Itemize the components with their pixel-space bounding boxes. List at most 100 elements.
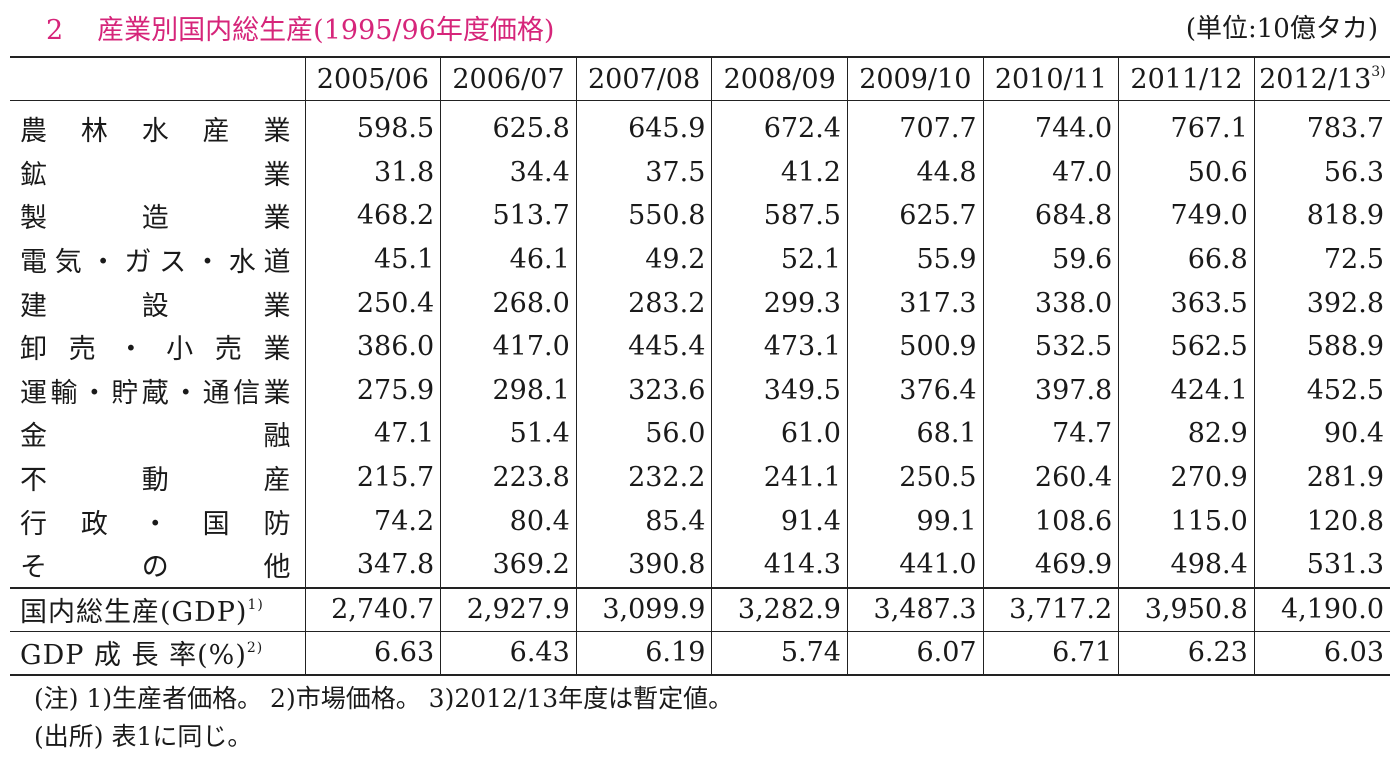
source-note: (出所) 表1に同じ。 bbox=[34, 722, 253, 751]
growth-cell: 6.23 bbox=[1118, 630, 1255, 676]
table-title: 2 産業別国内総生産(1995/96年度価格) bbox=[46, 8, 554, 47]
gdp-cell: 3,487.3 bbox=[846, 586, 984, 632]
gdp-cell: 4,190.0 bbox=[1253, 586, 1390, 632]
table-cell: 562.5 bbox=[1118, 324, 1255, 369]
table-cell: 49.2 bbox=[575, 237, 712, 282]
table-cell: 397.8 bbox=[982, 368, 1119, 413]
table-cell: 283.2 bbox=[575, 281, 712, 325]
table-cell: 241.1 bbox=[711, 455, 848, 500]
table-title-text: 産業別国内総生産(1995/96年度価格) bbox=[97, 15, 555, 46]
table-cell: 66.8 bbox=[1118, 237, 1255, 282]
table-cell: 59.6 bbox=[982, 237, 1119, 282]
table-cell: 56.0 bbox=[575, 412, 712, 456]
footnote: (注) 1)生産者価格。 2)市場価格。 3)2012/13年度は暫定値。 bbox=[34, 684, 734, 713]
table-cell: 44.8 bbox=[846, 150, 984, 195]
column-header: 2009/10 bbox=[846, 56, 984, 101]
table-cell: 369.2 bbox=[440, 542, 577, 588]
table-cell: 498.4 bbox=[1118, 542, 1255, 588]
table-cell: 232.2 bbox=[575, 455, 712, 500]
table-cell: 513.7 bbox=[440, 194, 577, 238]
row-label: その他 bbox=[20, 552, 293, 584]
table-cell: 588.9 bbox=[1253, 324, 1390, 369]
table-cell: 707.7 bbox=[846, 100, 984, 151]
table-cell: 115.0 bbox=[1118, 499, 1255, 543]
table-cell: 414.3 bbox=[711, 542, 848, 588]
table-row: 電気・ガス・水道 45.1 46.1 49.2 52.1 55.9 59.6 66.8 72.5 bbox=[10, 237, 1390, 282]
table-cell: 452.5 bbox=[1253, 368, 1390, 413]
table-cell: 473.1 bbox=[711, 324, 848, 369]
table-cell: 531.3 bbox=[1253, 542, 1390, 588]
table-cell: 783.7 bbox=[1253, 100, 1390, 151]
table-cell: 37.5 bbox=[575, 150, 712, 195]
table-cell: 74.7 bbox=[982, 412, 1119, 456]
header-row: 2005/06 2006/07 2007/08 2008/09 2009/10 … bbox=[10, 56, 1390, 101]
row-label: 鉱業 bbox=[20, 159, 293, 191]
header-corner bbox=[10, 56, 306, 101]
table-cell: 74.2 bbox=[304, 499, 441, 543]
table-cell: 818.9 bbox=[1253, 194, 1390, 238]
table-cell: 34.4 bbox=[440, 150, 577, 195]
table-cell: 299.3 bbox=[711, 281, 848, 325]
table-row: その他 347.8 369.2 390.8 414.3 441.0 469.9 498.4 53… bbox=[10, 542, 1390, 588]
table-cell: 270.9 bbox=[1118, 455, 1255, 500]
table-cell: 744.0 bbox=[982, 100, 1119, 151]
column-header: 2012/133) bbox=[1253, 56, 1390, 101]
growth-cell: 6.71 bbox=[982, 630, 1119, 676]
table-row: 運輸・貯蔵・通信業 275.9 298.1 323.6 349.5 376.4 397.8 4… bbox=[10, 368, 1390, 413]
table-cell: 749.0 bbox=[1118, 194, 1255, 238]
table-cell: 215.7 bbox=[304, 455, 441, 500]
table-cell: 349.5 bbox=[711, 368, 848, 413]
table-cell: 323.6 bbox=[575, 368, 712, 413]
table-cell: 587.5 bbox=[711, 194, 848, 238]
table-cell: 31.8 bbox=[304, 150, 441, 195]
table-cell: 500.9 bbox=[846, 324, 984, 369]
table-cell: 108.6 bbox=[982, 499, 1119, 543]
table-cell: 275.9 bbox=[304, 368, 441, 413]
table-row: 金融 47.1 51.4 56.0 61.0 68.1 74.7 82.9 90.4 bbox=[10, 412, 1390, 456]
table-row: 行政・国防 74.2 80.4 85.4 91.4 99.1 108.6 115.0 120.8 bbox=[10, 499, 1390, 543]
growth-cell: 5.74 bbox=[711, 630, 848, 676]
table-cell: 376.4 bbox=[846, 368, 984, 413]
table-cell: 672.4 bbox=[711, 100, 848, 151]
row-label: 不動産 bbox=[20, 465, 293, 497]
table-cell: 80.4 bbox=[440, 499, 577, 543]
gdp-row-label: 国内総生産(GDP)1) bbox=[10, 586, 306, 632]
column-header: 2007/08 bbox=[575, 56, 712, 101]
table-number: 2 bbox=[46, 15, 64, 46]
gdp-cell: 3,717.2 bbox=[982, 586, 1119, 632]
table-row: 不動産 215.7 223.8 232.2 241.1 250.5 260.4 270.9 28… bbox=[10, 455, 1390, 500]
column-header: 2006/07 bbox=[440, 56, 577, 101]
table-cell: 120.8 bbox=[1253, 499, 1390, 543]
table-cell: 50.6 bbox=[1118, 150, 1255, 195]
gdp-by-industry-table: 2005/06 2006/07 2007/08 2008/09 2009/10 … bbox=[10, 56, 1390, 676]
title-row: 2 産業別国内総生産(1995/96年度価格) (単位:10億タカ) bbox=[0, 0, 1400, 50]
table-cell: 99.1 bbox=[846, 499, 984, 543]
table-cell: 91.4 bbox=[711, 499, 848, 543]
column-header: 2008/09 bbox=[711, 56, 848, 101]
table-cell: 55.9 bbox=[846, 237, 984, 282]
table-cell: 90.4 bbox=[1253, 412, 1390, 456]
table-cell: 338.0 bbox=[982, 281, 1119, 325]
gdp-cell: 2,927.9 bbox=[440, 586, 577, 632]
gdp-cell: 3,099.9 bbox=[575, 586, 712, 632]
gdp-cell: 3,950.8 bbox=[1118, 586, 1255, 632]
column-header: 2010/11 bbox=[982, 56, 1119, 101]
table-cell: 386.0 bbox=[304, 324, 441, 369]
row-label: 建設業 bbox=[20, 290, 293, 322]
table-cell: 363.5 bbox=[1118, 281, 1255, 325]
table-cell: 47.1 bbox=[304, 412, 441, 456]
table-cell: 250.5 bbox=[846, 455, 984, 500]
table-cell: 424.1 bbox=[1118, 368, 1255, 413]
table-cell: 417.0 bbox=[440, 324, 577, 369]
row-label: 農林水産業 bbox=[20, 116, 293, 148]
table-cell: 550.8 bbox=[575, 194, 712, 238]
table-cell: 72.5 bbox=[1253, 237, 1390, 282]
row-label: 卸売・小売業 bbox=[20, 334, 293, 366]
table-cell: 598.5 bbox=[304, 100, 441, 151]
table-cell: 41.2 bbox=[711, 150, 848, 195]
column-header: 2011/12 bbox=[1118, 56, 1255, 101]
table-cell: 56.3 bbox=[1253, 150, 1390, 195]
table-cell: 260.4 bbox=[982, 455, 1119, 500]
row-label: 電気・ガス・水道 bbox=[20, 247, 293, 279]
table-cell: 46.1 bbox=[440, 237, 577, 282]
